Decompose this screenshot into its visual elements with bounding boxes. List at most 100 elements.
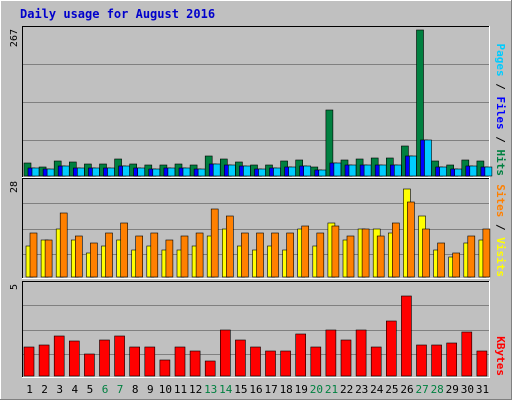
x-tick-label: 19 xyxy=(295,383,308,396)
x-tick-label: 7 xyxy=(117,383,124,396)
x-tick-label: 21 xyxy=(325,383,338,396)
bar-kbytes-day-16 xyxy=(250,346,261,377)
series-pages xyxy=(31,139,493,177)
bar-sites-day-1 xyxy=(29,232,38,278)
bar-sites-day-5 xyxy=(90,242,98,278)
panel-hits_files_pages: 267 Pages / Files / Hits xyxy=(9,26,507,178)
bar-sites-day-7 xyxy=(120,222,128,278)
x-tick-label: 20 xyxy=(310,383,323,396)
y-max-label: 5 xyxy=(9,284,20,290)
bar-pages-day-19 xyxy=(303,165,312,177)
x-tick-label: 26 xyxy=(400,383,413,396)
bar-pages-day-1 xyxy=(31,167,40,177)
bar-sites-day-23 xyxy=(361,228,370,278)
bar-pages-day-18 xyxy=(288,166,296,177)
bar-kbytes-day-2 xyxy=(38,344,50,377)
bar-sites-day-8 xyxy=(135,235,143,278)
x-tick-label: 30 xyxy=(461,383,474,396)
bar-sites-day-21 xyxy=(331,225,340,278)
bar-sites-day-18 xyxy=(286,232,294,278)
x-tick-label: 23 xyxy=(355,383,368,396)
bar-sites-day-20 xyxy=(316,232,325,278)
bar-sites-day-11 xyxy=(180,235,189,278)
bar-sites-day-30 xyxy=(467,235,476,278)
bar-kbytes-day-8 xyxy=(129,346,140,377)
x-tick-label: 31 xyxy=(476,383,489,396)
bar-pages-day-27 xyxy=(424,139,432,177)
legend-part: Sites xyxy=(494,184,507,217)
bar-sites-day-16 xyxy=(256,232,264,278)
legend-part: KBytes xyxy=(494,336,507,376)
x-tick-label: 18 xyxy=(280,383,293,396)
bar-pages-day-31 xyxy=(484,166,493,177)
x-tick-label: 15 xyxy=(234,383,247,396)
x-tick-label: 29 xyxy=(446,383,459,396)
bar-pages-day-8 xyxy=(137,167,145,177)
x-tick-label: 14 xyxy=(219,383,233,396)
x-tick-label: 8 xyxy=(132,383,139,396)
series-legend-label: KBytes xyxy=(494,336,507,376)
series-kbytes xyxy=(23,295,488,377)
x-tick-label: 24 xyxy=(370,383,384,396)
bar-sites-day-31 xyxy=(482,228,491,278)
bar-sites-day-4 xyxy=(75,235,83,278)
bar-kbytes-day-10 xyxy=(159,359,171,377)
bar-sites-day-26 xyxy=(407,201,415,278)
bar-kbytes-day-9 xyxy=(144,346,156,377)
x-tick-label: 4 xyxy=(71,383,78,396)
bar-pages-day-28 xyxy=(439,166,447,177)
bar-kbytes-day-18 xyxy=(280,350,291,377)
series-legend-label: Sites / Visits xyxy=(494,184,507,277)
bar-kbytes-day-25 xyxy=(385,320,397,377)
bar-pages-day-4 xyxy=(77,167,85,177)
panel-visits_sites: 28 Sites / Visits xyxy=(9,178,507,279)
bar-sites-day-19 xyxy=(301,225,310,278)
bar-hits-day-21 xyxy=(325,109,334,177)
bar-sites-day-10 xyxy=(165,239,174,278)
bar-pages-day-26 xyxy=(409,155,417,177)
bar-sites-day-3 xyxy=(59,212,68,278)
bar-pages-day-15 xyxy=(243,165,251,177)
bar-sites-day-29 xyxy=(452,252,461,278)
bar-kbytes-day-3 xyxy=(53,335,65,377)
x-tick-label: 2 xyxy=(41,383,48,396)
bar-kbytes-day-22 xyxy=(340,339,352,377)
legend-part: / xyxy=(494,130,507,150)
x-tick-label: 28 xyxy=(431,383,444,396)
x-tick-label: 12 xyxy=(189,383,202,396)
x-tick-label: 11 xyxy=(174,383,187,396)
bar-kbytes-day-30 xyxy=(461,331,473,377)
bar-kbytes-day-15 xyxy=(235,339,246,377)
x-tick-label: 6 xyxy=(102,383,109,396)
legend-part: / xyxy=(494,77,507,97)
bar-pages-day-14 xyxy=(228,164,236,177)
bar-kbytes-day-20 xyxy=(310,346,322,377)
x-tick-label: 27 xyxy=(415,383,428,396)
bar-pages-day-21 xyxy=(333,162,342,177)
y-max-label: 267 xyxy=(9,29,20,47)
bar-pages-day-11 xyxy=(182,167,191,177)
bar-pages-day-16 xyxy=(258,168,266,177)
bar-sites-day-24 xyxy=(376,235,385,278)
x-tick-label: 1 xyxy=(26,383,33,396)
x-axis-labels: 1 2 3 4 5 6 7 8 9 10 11 12 13 14 15 16 17 18 19 20 21 22 23 24 2… xyxy=(26,383,489,396)
bar-pages-day-7 xyxy=(122,165,130,177)
bar-pages-day-9 xyxy=(152,168,161,177)
legend-part: Files xyxy=(494,97,507,130)
x-tick-label: 17 xyxy=(264,383,277,396)
bar-sites-day-13 xyxy=(210,208,219,278)
bar-sites-day-25 xyxy=(391,222,400,278)
bar-pages-day-22 xyxy=(348,164,357,177)
bar-sites-day-17 xyxy=(271,232,279,278)
chart-panels: 267 Pages / Files / Hits 28 Sites / Visits 5… xyxy=(9,26,507,378)
bar-kbytes-day-11 xyxy=(174,346,186,377)
panel-kbytes: 5 KBytes xyxy=(9,281,507,378)
bar-pages-day-6 xyxy=(107,167,115,177)
bar-kbytes-day-13 xyxy=(204,360,216,377)
x-tick-label: 22 xyxy=(340,383,353,396)
bar-sites-day-27 xyxy=(422,228,430,278)
bar-pages-day-17 xyxy=(273,167,281,177)
bar-pages-day-10 xyxy=(167,167,176,177)
bar-kbytes-day-21 xyxy=(325,329,337,377)
bar-sites-day-6 xyxy=(105,232,113,278)
